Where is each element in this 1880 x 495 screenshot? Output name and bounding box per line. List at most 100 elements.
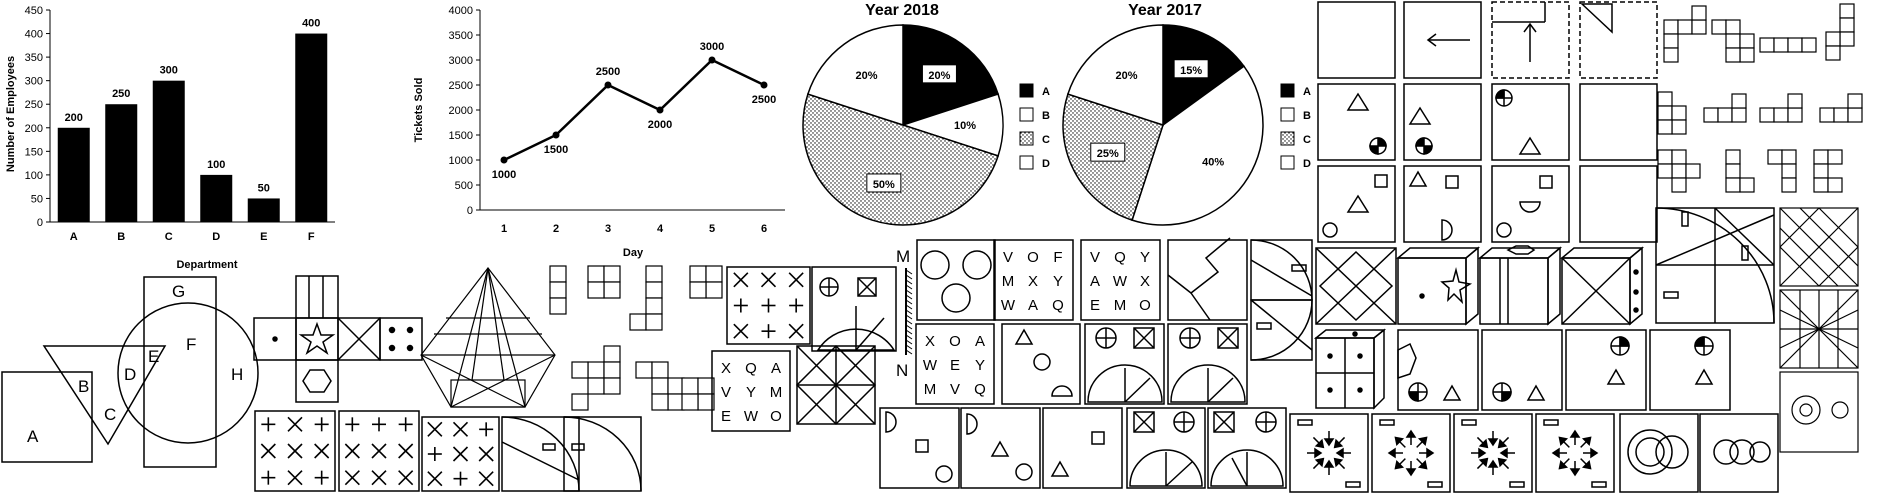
arrow-head [1497,438,1508,449]
line-ytick-label: 1500 [449,130,473,142]
symbol-grid-marks [260,272,804,487]
polyomino-pieces-middle [549,265,723,411]
bar-data-label: 50 [258,182,270,194]
arrow-panel [1289,413,1369,493]
letter-grid-cell: O [1139,297,1151,314]
bar-ytick-label: 0 [37,217,43,229]
letter-grid-cell: M [770,384,783,401]
line-point [604,81,612,89]
bar [105,104,138,222]
arrow-head [1335,447,1344,459]
cross-mark [260,443,276,459]
arrow-head [1497,457,1508,468]
cross-mark [788,323,804,339]
pie-value-label: 50% [873,179,895,191]
line-xtick-label: 6 [761,223,767,235]
polyomino-pieces-top-right [1657,3,1863,193]
arrow-head [1551,447,1560,459]
bar [247,198,280,222]
bar-data-label: 200 [65,112,83,124]
line-data-label: 2500 [752,94,776,106]
pie-value-label: 10% [954,120,976,132]
pie-label-box [1090,142,1126,162]
letter-grid-cell: W [744,408,759,425]
cross-mark [398,470,414,486]
cross-mark [760,272,777,288]
cross-mark [452,446,469,462]
arrow-head [1314,447,1323,459]
line-xtick-label: 2 [553,223,559,235]
quarter-circle-figure [1655,207,1775,324]
line-xlabel: Day [623,247,644,259]
letter-grid-cell: M [1114,297,1127,314]
arrow-panel-bar [1509,481,1525,488]
line-ytick-label: 0 [467,205,473,217]
pie-2018-title: Year 2018 [865,2,939,19]
arrow-head [1426,447,1435,459]
line-point [708,56,716,64]
letter-grid-boxes [711,239,1161,432]
pie-value-label: 15% [1180,65,1202,77]
cube-figures [1313,245,1731,411]
arrow-head [1569,468,1581,477]
arrow-head [1333,457,1344,468]
bar-data-label: 100 [207,159,225,171]
letter-grid-cell: E [950,357,960,374]
letter-grid-cell: Q [745,360,757,377]
mirror-hatch-line [905,309,913,315]
pie-legend-swatch [1280,83,1295,98]
pie-legend-swatch [1019,107,1034,122]
venn-label-c: C [104,405,116,424]
mirror-label-m: M [896,247,910,266]
letter-grid-cell: V [950,381,960,398]
pie-slice [1066,24,1164,127]
bar-ytick-label: 200 [25,123,43,135]
line-point [500,156,508,164]
cross-mark [788,272,804,288]
arrow-head [1558,436,1569,447]
bar-xtick-label: C [165,231,173,243]
venn-label-e: E [148,347,159,366]
letter-grid-cell: Q [1052,297,1064,314]
bar-ylabel: Number of Employees [5,56,17,172]
pie-value-label: 20% [856,70,878,82]
bar-ytick-label: 350 [25,52,43,64]
bar-ytick-label: 450 [25,5,43,17]
arrow-panel-bar [1591,481,1607,488]
arrow-head [1478,438,1489,449]
venn-label-a: A [27,427,39,446]
letter-grid-cell: Y [1053,273,1063,290]
symbol-grids [254,266,811,492]
arrow-panel-bar [1427,481,1443,488]
pie-slice [1131,65,1264,226]
letter-grid-cell: V [721,384,731,401]
bar [152,80,185,223]
arrow-head [1569,429,1581,438]
line-ytick-label: 3500 [449,30,473,42]
letter-grid-cell: Y [746,384,756,401]
letter-grid-cell: Q [1114,249,1126,266]
pie-slice [802,93,1000,226]
mirror-hatch-line [905,269,913,275]
arrow-head [1405,429,1417,438]
pie-value-label: 40% [1202,156,1224,168]
venn-labels: A B C D E F G H [27,282,243,446]
arrow-panel [1371,413,1451,493]
employees-bar-chart: 0 50 100 150 200 250 300 350 400 450 200 A 250 B 300 C… [5,5,335,271]
arrow-head [1558,459,1569,470]
arrow-head [1590,447,1599,459]
arrow-pattern-panels [1289,413,1615,493]
pie-label-box [921,64,957,84]
cross-mark [452,421,469,437]
pie-legend-swatch [1280,131,1295,146]
bar-ytick-label: 300 [25,76,43,88]
mirror-hatch-line [905,279,913,285]
bar [57,127,90,222]
cross-mark [344,443,360,459]
pie-legend-label: B [1042,110,1050,122]
arrow-head [1487,438,1499,447]
pie-value-label: 20% [1116,70,1138,82]
cross-mark [287,416,303,432]
bar-data-label: 400 [302,18,320,30]
